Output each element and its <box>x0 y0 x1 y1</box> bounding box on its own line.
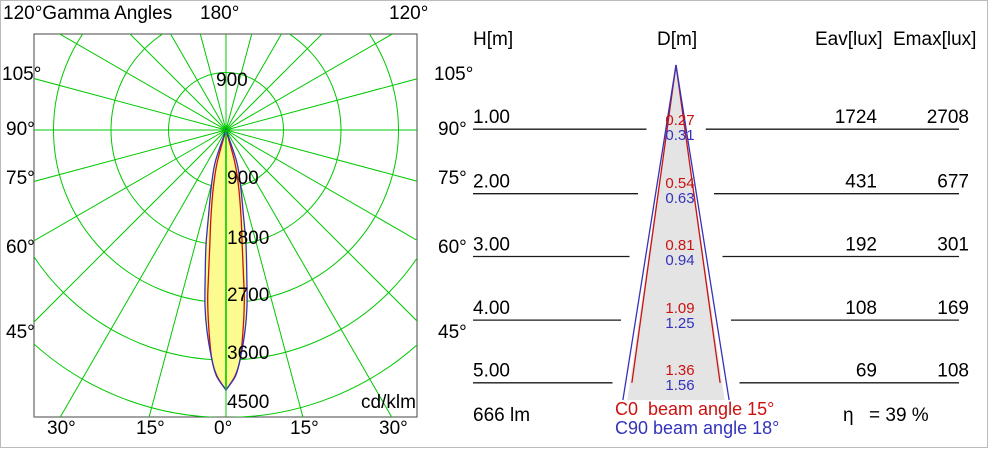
svg-text:2700: 2700 <box>227 285 269 306</box>
svg-text:75°: 75° <box>6 168 35 189</box>
svg-text:1.25: 1.25 <box>665 315 694 332</box>
svg-text:69: 69 <box>856 361 877 382</box>
svg-text:0.31: 0.31 <box>665 127 694 144</box>
svg-text:1724: 1724 <box>835 107 878 128</box>
svg-text:Eav[lux]: Eav[lux] <box>815 29 883 50</box>
svg-text:0.94: 0.94 <box>665 252 694 269</box>
svg-text:90°: 90° <box>6 119 35 140</box>
svg-text:4.00: 4.00 <box>473 298 510 319</box>
svg-text:45°: 45° <box>438 322 467 343</box>
svg-text:105°: 105° <box>434 64 473 85</box>
svg-text:120°: 120° <box>389 3 428 24</box>
svg-text:2.00: 2.00 <box>473 172 510 193</box>
svg-text:105°: 105° <box>2 64 41 85</box>
svg-text:180°: 180° <box>200 3 239 24</box>
svg-text:cd/klm: cd/klm <box>361 392 416 413</box>
svg-text:431: 431 <box>845 172 877 193</box>
svg-text:900: 900 <box>227 168 259 189</box>
svg-text:C0 beam angle 15°: C0 beam angle 15° <box>615 399 774 419</box>
svg-text:5.00: 5.00 <box>473 361 510 382</box>
svg-text:60°: 60° <box>6 237 35 258</box>
svg-text:0°: 0° <box>214 418 232 439</box>
svg-text:2708: 2708 <box>927 107 969 128</box>
svg-text:30°: 30° <box>47 418 76 439</box>
svg-text:1.00: 1.00 <box>473 107 510 128</box>
svg-text:0.63: 0.63 <box>665 190 694 207</box>
svg-text:D[m]: D[m] <box>657 29 697 50</box>
svg-text:45°: 45° <box>6 322 35 343</box>
svg-text:= 39 %: = 39 % <box>869 405 929 426</box>
svg-text:108: 108 <box>845 298 877 319</box>
svg-text:3600: 3600 <box>227 343 269 364</box>
svg-text:108: 108 <box>937 361 969 382</box>
svg-text:666 lm: 666 lm <box>473 405 530 426</box>
svg-text:1800: 1800 <box>227 228 269 249</box>
svg-text:3.00: 3.00 <box>473 235 510 256</box>
svg-text:Emax[lux]: Emax[lux] <box>893 29 976 50</box>
svg-text:15°: 15° <box>136 418 165 439</box>
svg-text:30°: 30° <box>379 418 408 439</box>
svg-text:η: η <box>843 405 854 426</box>
svg-text:75°: 75° <box>438 168 467 189</box>
svg-text:90°: 90° <box>438 119 467 140</box>
svg-text:4500: 4500 <box>227 392 269 413</box>
svg-text:169: 169 <box>937 298 969 319</box>
svg-text:192: 192 <box>845 235 877 256</box>
svg-text:H[m]: H[m] <box>473 29 513 50</box>
svg-text:677: 677 <box>937 172 969 193</box>
svg-text:1.56: 1.56 <box>665 377 694 394</box>
svg-text:60°: 60° <box>438 237 467 258</box>
svg-text:900: 900 <box>216 70 248 91</box>
svg-text:301: 301 <box>937 235 969 256</box>
svg-text:120°Gamma Angles: 120°Gamma Angles <box>3 3 172 24</box>
svg-text:C90 beam angle 18°: C90 beam angle 18° <box>615 418 779 438</box>
svg-text:15°: 15° <box>290 418 319 439</box>
